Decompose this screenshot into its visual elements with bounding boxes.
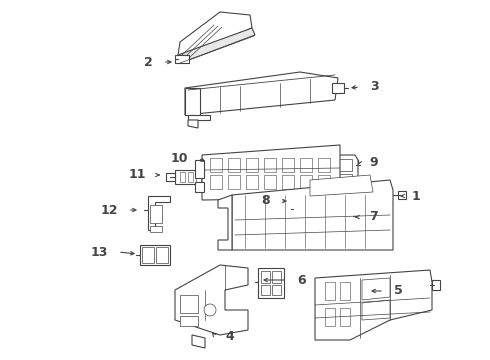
Polygon shape xyxy=(314,159,332,171)
Text: 6: 6 xyxy=(297,274,306,287)
Polygon shape xyxy=(246,158,258,172)
Polygon shape xyxy=(362,300,390,320)
Polygon shape xyxy=(310,175,373,196)
Text: 1: 1 xyxy=(412,189,421,202)
Polygon shape xyxy=(210,158,222,172)
Polygon shape xyxy=(236,172,241,182)
Polygon shape xyxy=(188,172,193,182)
Text: 4: 4 xyxy=(225,329,234,342)
Polygon shape xyxy=(264,158,276,172)
Polygon shape xyxy=(185,72,338,115)
Polygon shape xyxy=(325,282,335,300)
Polygon shape xyxy=(232,180,393,250)
Text: 10: 10 xyxy=(171,152,188,165)
Polygon shape xyxy=(196,172,201,182)
Polygon shape xyxy=(325,308,335,326)
Polygon shape xyxy=(178,12,252,58)
Polygon shape xyxy=(228,172,233,182)
Polygon shape xyxy=(341,210,350,222)
Polygon shape xyxy=(212,172,217,182)
Polygon shape xyxy=(300,175,312,189)
Polygon shape xyxy=(300,158,312,172)
Polygon shape xyxy=(185,88,200,115)
Polygon shape xyxy=(282,175,294,189)
Polygon shape xyxy=(220,172,225,182)
Text: 8: 8 xyxy=(261,194,270,207)
Polygon shape xyxy=(175,170,257,184)
Text: 12: 12 xyxy=(100,203,118,216)
Polygon shape xyxy=(180,295,198,313)
Polygon shape xyxy=(272,285,281,295)
Polygon shape xyxy=(204,172,209,182)
Polygon shape xyxy=(180,316,198,326)
Polygon shape xyxy=(264,175,276,189)
Text: 3: 3 xyxy=(370,81,379,94)
Polygon shape xyxy=(272,271,281,283)
Circle shape xyxy=(204,304,216,316)
Text: 2: 2 xyxy=(144,55,153,68)
Polygon shape xyxy=(307,203,315,215)
Polygon shape xyxy=(202,145,340,200)
Polygon shape xyxy=(156,247,168,263)
Polygon shape xyxy=(246,175,258,189)
Polygon shape xyxy=(228,175,240,189)
Polygon shape xyxy=(318,203,322,215)
Text: 7: 7 xyxy=(369,211,378,224)
Polygon shape xyxy=(432,280,440,290)
Polygon shape xyxy=(192,335,205,348)
Polygon shape xyxy=(175,55,189,63)
Polygon shape xyxy=(398,191,406,199)
Polygon shape xyxy=(252,172,257,182)
Polygon shape xyxy=(150,205,162,223)
Polygon shape xyxy=(228,158,240,172)
Polygon shape xyxy=(150,226,162,232)
Polygon shape xyxy=(315,270,432,340)
Polygon shape xyxy=(140,245,170,265)
Text: 13: 13 xyxy=(91,246,108,258)
Text: 9: 9 xyxy=(369,157,378,170)
Polygon shape xyxy=(188,115,210,120)
Polygon shape xyxy=(258,268,284,298)
Polygon shape xyxy=(296,203,304,215)
Polygon shape xyxy=(261,285,270,295)
Text: 5: 5 xyxy=(394,284,403,297)
Polygon shape xyxy=(334,174,352,182)
Polygon shape xyxy=(318,158,330,172)
Polygon shape xyxy=(244,172,249,182)
Polygon shape xyxy=(166,173,175,181)
Polygon shape xyxy=(334,159,352,171)
Polygon shape xyxy=(314,174,332,182)
Polygon shape xyxy=(282,158,294,172)
Polygon shape xyxy=(218,195,232,250)
Polygon shape xyxy=(142,247,154,263)
Polygon shape xyxy=(195,182,204,192)
Polygon shape xyxy=(195,160,204,178)
Polygon shape xyxy=(318,175,330,189)
Polygon shape xyxy=(178,28,255,63)
Polygon shape xyxy=(340,282,350,300)
Polygon shape xyxy=(175,265,248,335)
Polygon shape xyxy=(310,155,358,185)
Polygon shape xyxy=(180,172,185,182)
Polygon shape xyxy=(362,278,390,300)
Polygon shape xyxy=(328,210,338,222)
Polygon shape xyxy=(188,120,198,128)
Polygon shape xyxy=(325,207,353,225)
Text: 11: 11 xyxy=(128,168,146,181)
Polygon shape xyxy=(332,83,344,93)
Polygon shape xyxy=(261,271,270,283)
Polygon shape xyxy=(293,200,325,218)
Polygon shape xyxy=(340,308,350,326)
Polygon shape xyxy=(148,196,170,230)
Polygon shape xyxy=(210,175,222,189)
